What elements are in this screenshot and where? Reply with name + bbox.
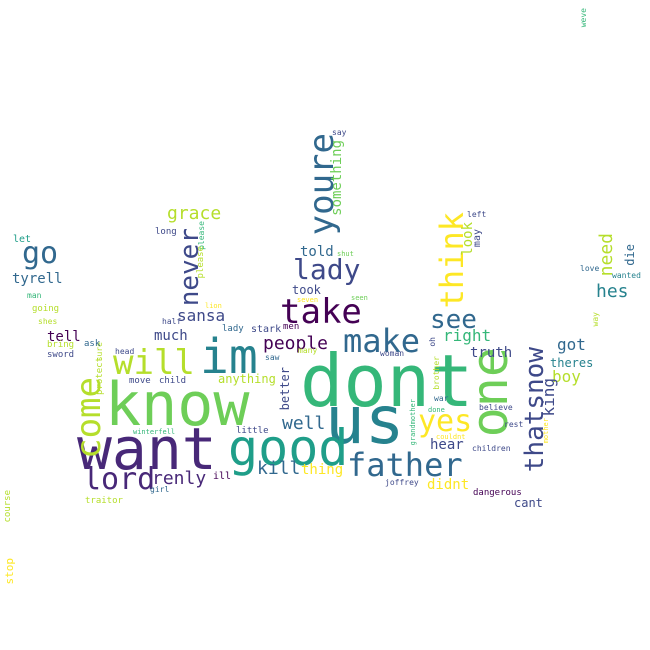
word-lion: lion <box>205 302 222 310</box>
word-make: make <box>343 322 421 360</box>
word-shes: shes <box>38 317 58 326</box>
word-go: go <box>22 236 59 271</box>
word-boy: boy <box>552 367 581 386</box>
word-better: better <box>278 367 292 411</box>
word-children: children <box>472 444 511 453</box>
word-way: way <box>591 312 600 327</box>
word-will: will <box>113 343 195 383</box>
word-anything: anything <box>218 372 276 386</box>
word-please: please <box>196 246 206 279</box>
word-joffrey: joffrey <box>385 478 419 487</box>
word-sansa: sansa <box>177 306 226 325</box>
word-mother: mother <box>542 418 550 444</box>
word-didnt: didnt <box>427 477 470 493</box>
word-yes: yes <box>418 404 473 439</box>
word-something: something <box>329 140 345 216</box>
word-tell: tell <box>47 329 81 345</box>
word-got: got <box>557 335 586 354</box>
word-theres: theres <box>550 356 594 370</box>
word-winterfell: winterfell <box>133 428 176 436</box>
word-dangerous: dangerous <box>473 488 522 498</box>
word-well: well <box>282 413 326 434</box>
word-cant: cant <box>514 496 543 510</box>
word-protect: protect <box>95 357 105 395</box>
word-tyrell: tyrell <box>12 271 63 287</box>
word-truth: truth <box>470 345 513 361</box>
word-ask: ask <box>84 339 101 349</box>
word-saw: saw <box>265 353 280 362</box>
word-man: man <box>27 291 42 300</box>
word-sword: sword <box>47 350 75 360</box>
word-grandmother: grandmother <box>409 399 417 446</box>
word-ill: ill <box>213 471 232 482</box>
word-seven: seven <box>297 296 319 304</box>
word-love: love <box>580 264 600 273</box>
word-king: king <box>539 378 558 417</box>
word-woman: woman <box>380 349 405 358</box>
word-oh: oh <box>428 337 437 347</box>
word-know: know <box>105 370 250 440</box>
word-right: right <box>443 326 492 345</box>
word-long: long <box>155 227 177 237</box>
word-stark: stark <box>251 324 282 335</box>
word-let: let <box>13 234 32 245</box>
word-half: half <box>162 317 182 326</box>
word-war: war <box>434 394 449 403</box>
word-thing: thing <box>301 462 344 478</box>
word-done: done <box>428 406 445 414</box>
word-renly: renly <box>152 468 207 489</box>
word-child: child <box>159 376 187 386</box>
word-lord: lord <box>83 462 156 497</box>
word-people: people <box>263 333 329 354</box>
word-brother: brother <box>432 356 441 390</box>
word-girl: girl <box>150 485 170 494</box>
word-couldnt: couldnt <box>436 433 466 441</box>
word-good: good <box>228 419 349 477</box>
word-told: told <box>300 244 334 260</box>
word-kill: kill <box>257 458 301 479</box>
word-grace: grace <box>167 203 222 224</box>
word-head: head <box>115 347 135 356</box>
word-wanted: wanted <box>612 271 641 280</box>
word-hear: hear <box>430 437 464 453</box>
word-father: father <box>347 446 463 484</box>
word-want: want <box>77 415 217 483</box>
word-seen: seen <box>351 294 368 302</box>
word-im: im <box>200 329 258 385</box>
word-see: see <box>430 305 477 335</box>
word-need: need <box>596 233 617 277</box>
word-left: left <box>467 210 487 219</box>
word-rest: rest <box>504 420 524 429</box>
word-traitor: traitor <box>85 496 123 506</box>
word-may: may <box>472 229 483 248</box>
word-believe: believe <box>479 403 513 412</box>
word-say: say <box>332 128 347 137</box>
word-lady: lady <box>293 253 361 286</box>
word-bring: bring <box>47 340 75 350</box>
word-move: move <box>129 376 151 386</box>
word-lady: lady <box>222 324 244 334</box>
word-weve: weve <box>579 8 588 28</box>
word-die: die <box>623 244 637 266</box>
word-take: take <box>280 292 362 332</box>
word-dont: dont <box>300 339 474 423</box>
word-course: course <box>3 490 13 523</box>
word-us: us <box>325 382 405 459</box>
word-going: going <box>32 304 60 314</box>
word-men: men <box>283 322 300 332</box>
word-hes: hes <box>596 281 629 302</box>
word-little: little <box>236 426 269 436</box>
word-much: much <box>154 328 188 344</box>
word-many: many <box>298 346 318 355</box>
word-stop: stop <box>3 558 16 585</box>
word-took: took <box>292 283 321 297</box>
word-shut: shut <box>337 250 354 258</box>
